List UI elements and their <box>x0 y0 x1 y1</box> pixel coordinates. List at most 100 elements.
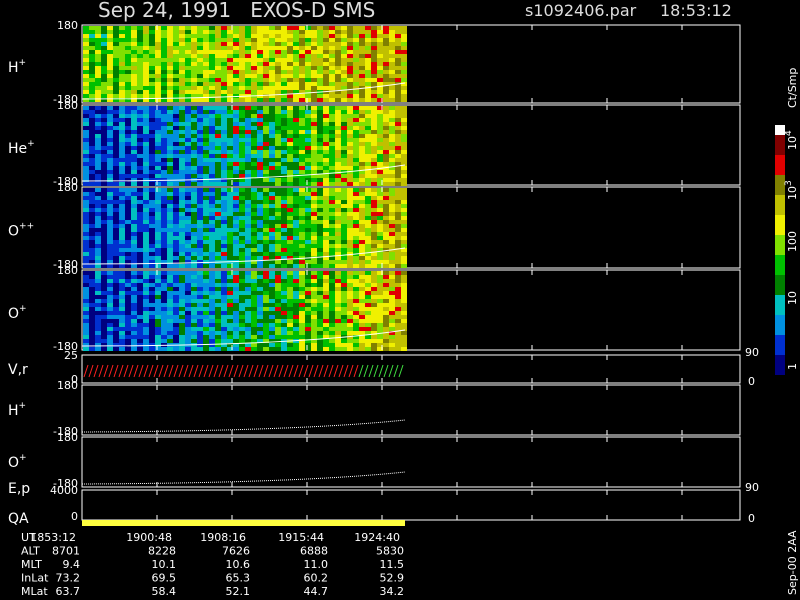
spectrogram-cell <box>233 90 239 94</box>
spectrogram-cell <box>317 287 323 291</box>
spectrogram-cell <box>275 291 281 295</box>
spectrogram-cell <box>227 240 233 244</box>
spectrogram-cell <box>281 244 287 248</box>
spectrogram-cell <box>137 196 143 200</box>
spectrogram-cell <box>125 208 131 212</box>
spectrogram-cell <box>167 200 173 204</box>
spectrogram-cell <box>383 343 389 347</box>
spectrogram-cell <box>113 228 119 232</box>
spectrogram-cell <box>401 62 407 66</box>
spectrogram-cell <box>305 252 311 256</box>
spectrogram-cell <box>173 224 179 228</box>
spectrogram-cell <box>263 303 269 307</box>
spectrogram-cell <box>389 182 395 186</box>
spectrogram-cell <box>209 220 215 224</box>
spectrogram-cell <box>179 228 185 232</box>
spectrogram-cell <box>215 283 221 287</box>
spectrogram-cell <box>149 78 155 82</box>
spectrogram-cell <box>125 158 131 162</box>
spectrogram-cell <box>221 58 227 62</box>
spectrogram-cell <box>95 236 101 240</box>
spectrogram-cell <box>365 287 371 291</box>
spectrogram-cell <box>329 66 335 70</box>
spectrogram-cell <box>95 86 101 90</box>
spectrogram-cell <box>263 220 269 224</box>
spectrogram-cell <box>125 212 131 216</box>
spectrogram-cell <box>245 30 251 34</box>
colorbar-cell <box>775 315 785 335</box>
spectrogram-cell <box>311 188 317 192</box>
spectrogram-cell <box>377 287 383 291</box>
spectrogram-cell <box>383 74 389 78</box>
spectrogram-cell <box>341 130 347 134</box>
spectrogram-cell <box>239 339 245 343</box>
spectrogram-cell <box>149 323 155 327</box>
spectrogram-cell <box>329 311 335 315</box>
spectrogram-cell <box>119 192 125 196</box>
spectrogram-cell <box>191 126 197 130</box>
spectrogram-cell <box>263 62 269 66</box>
y-tick-label: -180 <box>53 175 78 188</box>
spectrogram-cell <box>113 74 119 78</box>
spectrogram-cell <box>305 98 311 102</box>
spectrogram-cell <box>107 196 113 200</box>
spectrogram-cell <box>143 78 149 82</box>
spectrogram-cell <box>311 178 317 182</box>
spectrogram-cell <box>389 315 395 319</box>
spectrogram-cell <box>353 220 359 224</box>
spectrogram-cell <box>335 283 341 287</box>
spectrogram-cell <box>239 106 245 110</box>
spectrogram-cell <box>287 50 293 54</box>
spectrogram-cell <box>83 339 89 343</box>
spectrogram-cell <box>209 283 215 287</box>
spectrogram-cell <box>107 252 113 256</box>
spectrogram-cell <box>251 232 257 236</box>
spectrogram-cell <box>287 200 293 204</box>
spectrogram-cell <box>329 130 335 134</box>
spectrogram-cell <box>107 46 113 50</box>
spectrogram-cell <box>269 224 275 228</box>
spectrogram-cell <box>401 134 407 138</box>
spectrogram-cell <box>215 212 221 216</box>
spectrogram-cell <box>143 146 149 150</box>
spectrogram-cell <box>149 228 155 232</box>
spectrogram-cell <box>221 299 227 303</box>
spectrogram-cell <box>185 154 191 158</box>
spectrogram-cell <box>377 240 383 244</box>
spectrogram-cell <box>239 319 245 323</box>
spectrogram-cell <box>125 307 131 311</box>
spectrogram-cell <box>287 260 293 264</box>
spectrogram-cell <box>275 256 281 260</box>
spectrogram-cell <box>353 74 359 78</box>
spectrogram-cell <box>161 240 167 244</box>
spectrogram-cell <box>179 158 185 162</box>
spectrogram-cell <box>281 260 287 264</box>
spectrogram-cell <box>137 78 143 82</box>
spectrogram-cell <box>371 174 377 178</box>
spectrogram-cell <box>143 232 149 236</box>
row-value: 10.6 <box>226 558 251 571</box>
spectrogram-cell <box>215 34 221 38</box>
spectrogram-cell <box>125 319 131 323</box>
spectrogram-cell <box>233 335 239 339</box>
spectrogram-cell <box>275 196 281 200</box>
spectrogram-cell <box>293 138 299 142</box>
spectrogram-cell <box>299 196 305 200</box>
spectrogram-cell <box>347 323 353 327</box>
spectrogram-cell <box>143 70 149 74</box>
spectrogram-cell <box>371 323 377 327</box>
spectrogram-cell <box>167 339 173 343</box>
spectrogram-cell <box>263 228 269 232</box>
spectrogram-cell <box>137 224 143 228</box>
spectrogram-cell <box>377 118 383 122</box>
spectrogram-cell <box>161 38 167 42</box>
spectrogram-cell <box>197 303 203 307</box>
spectrogram-cell <box>377 42 383 46</box>
spectrogram-cell <box>263 142 269 146</box>
spectrogram-cell <box>125 248 131 252</box>
spectrogram-cell <box>305 196 311 200</box>
spectrogram-cell <box>305 319 311 323</box>
spectrogram-cell <box>329 174 335 178</box>
spectrogram-cell <box>137 260 143 264</box>
spectrogram-cell <box>347 236 353 240</box>
